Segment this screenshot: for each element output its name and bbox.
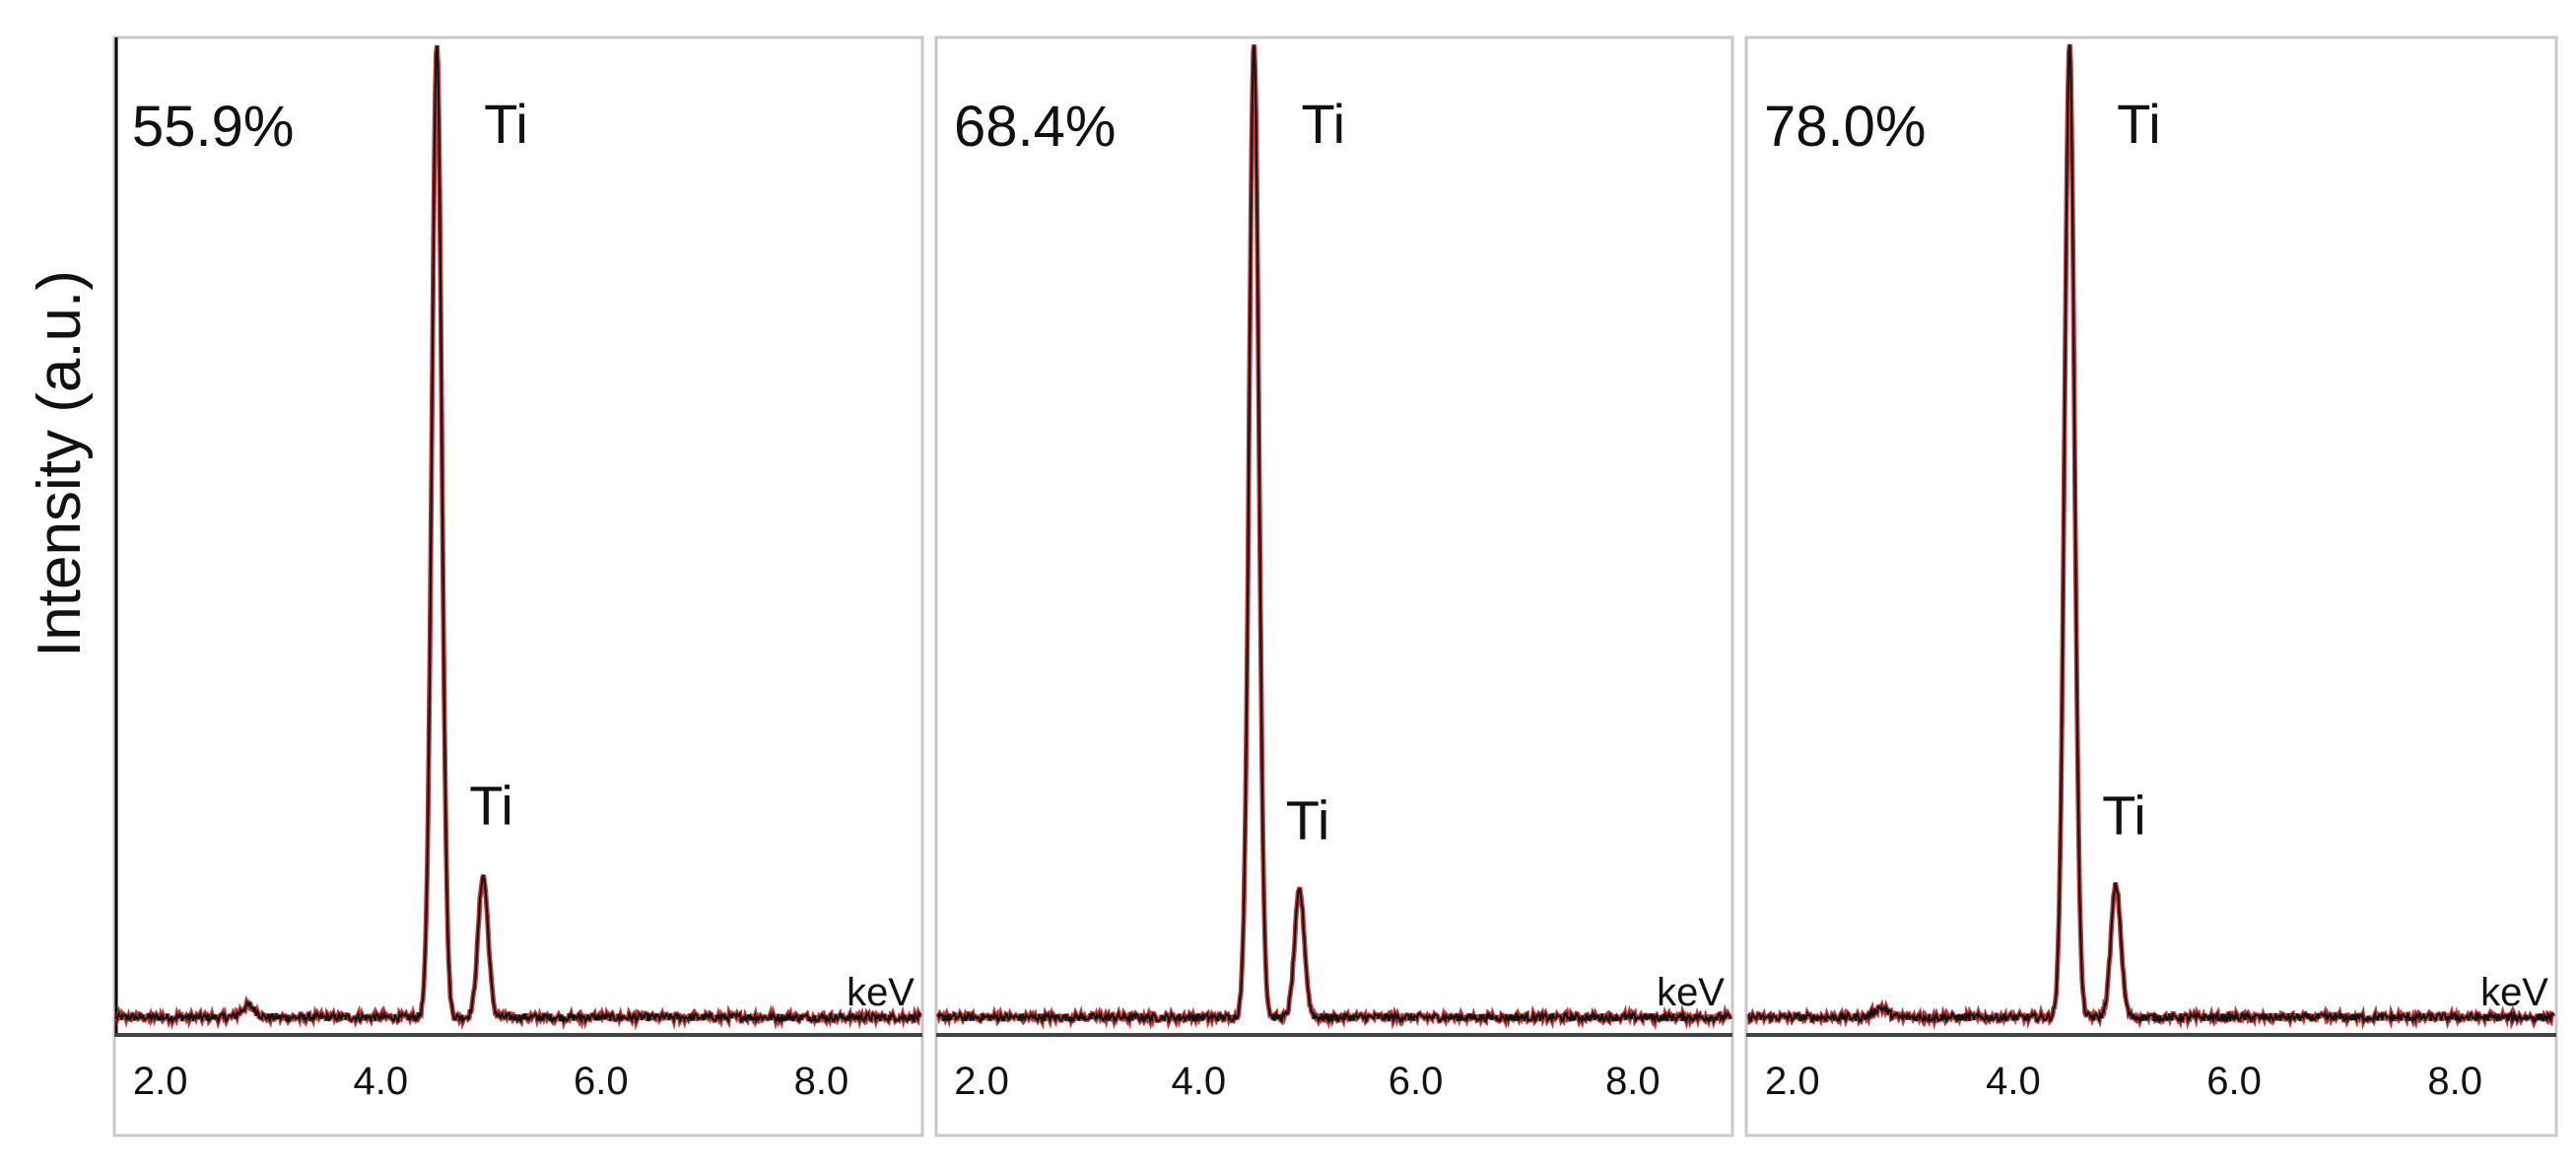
panel-label: 68.4% bbox=[954, 95, 1116, 159]
spectrum-line bbox=[115, 45, 921, 1025]
x-tick-label: 4.0 bbox=[1986, 1060, 2041, 1103]
spectrum-panel-2: 68.4% Ti Ti keV 2.0 4.0 6.0 8.0 bbox=[934, 35, 1734, 1137]
peak-label-ti-1: Ti bbox=[1301, 93, 1345, 155]
x-tick-label: 2.0 bbox=[133, 1060, 188, 1103]
peak-label-ti-1: Ti bbox=[2117, 93, 2161, 155]
spectrum-fit-line bbox=[113, 44, 923, 1031]
x-unit-label: keV bbox=[847, 971, 915, 1014]
panel-frame bbox=[1744, 35, 2558, 1137]
spectrum-panel-3: 78.0% Ti Ti keV 2.0 4.0 6.0 8.0 bbox=[1744, 35, 2558, 1137]
panel-frame bbox=[112, 35, 924, 1137]
spectrum-fit-line bbox=[935, 44, 1733, 1031]
panel-label: 78.0% bbox=[1764, 95, 1926, 159]
peak-label-ti-2: Ti bbox=[1286, 789, 1330, 851]
spectrum-panel-1: 55.9% Ti Ti keV 2.0 4.0 6.0 8.0 bbox=[112, 35, 924, 1137]
spectrum-line bbox=[937, 44, 1731, 1025]
x-tick-label: 2.0 bbox=[954, 1060, 1009, 1103]
peak-label-ti-2: Ti bbox=[469, 774, 513, 836]
x-unit-label: keV bbox=[2480, 971, 2548, 1014]
x-tick-label: 8.0 bbox=[1605, 1060, 1661, 1103]
x-tick-label: 2.0 bbox=[1765, 1060, 1820, 1103]
x-tick-label: 6.0 bbox=[574, 1060, 629, 1103]
peak-label-ti-1: Ti bbox=[484, 93, 528, 155]
x-tick-label: 6.0 bbox=[1389, 1060, 1444, 1103]
panel-frame bbox=[934, 35, 1734, 1137]
x-tick-label: 4.0 bbox=[353, 1060, 408, 1103]
spectrum-line bbox=[1747, 43, 2555, 1025]
x-unit-label: keV bbox=[1657, 971, 1725, 1014]
x-tick-label: 8.0 bbox=[794, 1060, 849, 1103]
x-tick-label: 6.0 bbox=[2206, 1060, 2262, 1103]
x-tick-label: 8.0 bbox=[2427, 1060, 2482, 1103]
spectrum-fit-line bbox=[1746, 43, 2556, 1031]
panel-label: 55.9% bbox=[132, 95, 294, 159]
peak-label-ti-2: Ti bbox=[2102, 784, 2146, 846]
x-tick-label: 4.0 bbox=[1172, 1060, 1227, 1103]
